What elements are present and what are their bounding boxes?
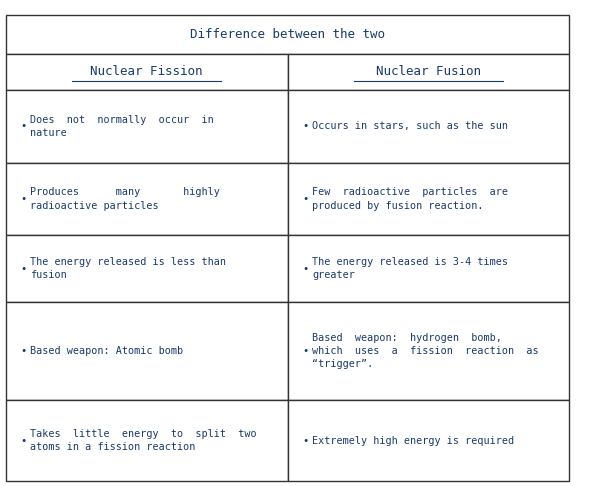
Text: Nuclear Fission: Nuclear Fission	[91, 65, 203, 78]
Text: •: •	[302, 346, 308, 356]
Bar	[288, 163, 570, 235]
Text: Occurs in stars, such as the sun: Occurs in stars, such as the sun	[312, 122, 509, 131]
Bar	[6, 53, 288, 90]
Text: The energy released is 3-4 times
greater: The energy released is 3-4 times greater	[312, 257, 509, 280]
Text: Takes  little  energy  to  split  two
atoms in a fission reaction: Takes little energy to split two atoms i…	[30, 429, 257, 452]
Text: Nuclear Fusion: Nuclear Fusion	[376, 65, 481, 78]
Bar	[288, 90, 570, 163]
Text: •: •	[20, 435, 27, 446]
Text: •: •	[302, 194, 308, 204]
Text: Based  weapon:  hydrogen  bomb,
which  uses  a  fission  reaction  as
“trigger”.: Based weapon: hydrogen bomb, which uses …	[312, 333, 539, 369]
Bar	[288, 235, 570, 302]
Text: •: •	[302, 435, 308, 446]
Text: The energy released is less than
fusion: The energy released is less than fusion	[30, 257, 227, 280]
Text: Difference between the two: Difference between the two	[190, 28, 385, 41]
Text: Based weapon: Atomic bomb: Based weapon: Atomic bomb	[30, 346, 184, 356]
Bar	[6, 90, 288, 163]
Text: Produces      many       highly
radioactive particles: Produces many highly radioactive particl…	[30, 188, 220, 210]
Text: •: •	[302, 122, 308, 131]
Text: •: •	[20, 264, 27, 274]
Text: Extremely high energy is required: Extremely high energy is required	[312, 435, 514, 446]
Bar	[6, 163, 288, 235]
Bar	[288, 53, 570, 90]
Text: •: •	[20, 346, 27, 356]
Text: Few  radioactive  particles  are
produced by fusion reaction.: Few radioactive particles are produced b…	[312, 188, 509, 210]
Text: •: •	[302, 264, 308, 274]
Bar	[6, 15, 570, 53]
Bar	[6, 235, 288, 302]
Text: •: •	[20, 122, 27, 131]
Bar	[6, 302, 288, 400]
Text: Does  not  normally  occur  in
nature: Does not normally occur in nature	[30, 115, 214, 138]
Text: •: •	[20, 194, 27, 204]
Bar	[6, 400, 288, 481]
Bar	[288, 400, 570, 481]
Bar	[288, 302, 570, 400]
